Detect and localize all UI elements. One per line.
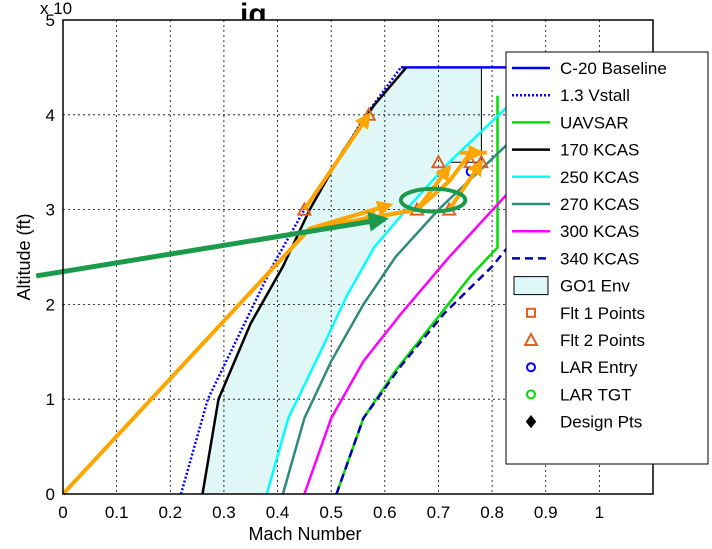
callout-arrow: [35, 211, 389, 279]
x-axis-title: Mach Number: [248, 524, 361, 544]
y-tick-label: 2: [46, 295, 55, 314]
flight-path-arrow: [302, 112, 371, 211]
legend: C-20 Baseline 1.3 Vstall UAVSAR 170 KCAS 250…: [505, 51, 709, 465]
highlight-ellipse: [398, 186, 468, 214]
legend-label-270-kcas: 270 KCAS: [560, 195, 639, 214]
y-tick-label: 4: [46, 106, 55, 125]
legend-label-lar-tgt: LAR TGT: [560, 385, 631, 404]
y-ticks: 0 1 2 3 4 5: [46, 11, 55, 504]
y-multiplier-label: x 10: [40, 0, 72, 18]
x-tick-label: 0.2: [158, 503, 182, 522]
legend-label-go1-env: GO1 Env: [560, 277, 630, 296]
legend-label-300-kcas: 300 KCAS: [560, 222, 639, 241]
legend-label-flt-1-points: Flt 1 Points: [560, 304, 645, 323]
y-tick-label: 0: [46, 485, 55, 504]
x-tick-label: 1: [595, 503, 604, 522]
flight-path-arrow: [309, 200, 394, 231]
x-tick-label: 0.4: [266, 503, 290, 522]
y-tick-label: 5: [46, 11, 55, 30]
legend-swatch-flt-2-points: [523, 331, 539, 346]
x-ticks: 0 0.1 0.2 0.3 0.4 0.5 0.6 0.7 0.8 0.9 1: [58, 503, 604, 522]
legend-label-c-20-baseline: C-20 Baseline: [560, 59, 667, 78]
series-300-kcas: [303, 180, 520, 495]
legend-label-uavsar: UAVSAR: [560, 113, 629, 132]
y-axis-title: Altitude (ft): [14, 213, 34, 300]
x-tick-label: 0.1: [105, 503, 129, 522]
series-340-kcas: [335, 232, 520, 495]
x-tick-label: 0: [58, 503, 67, 522]
legend-label-design-pts: Design Pts: [560, 413, 642, 432]
annotation-layer: [35, 112, 487, 496]
legend-swatch-lar-tgt: [526, 389, 536, 400]
x-tick-label: 0.6: [373, 503, 397, 522]
x-tick-label: 0.3: [212, 503, 236, 522]
legend-label-340-kcas: 340 KCAS: [560, 249, 639, 268]
x-tick-label: 0.7: [427, 503, 451, 522]
marker-flt-2-points: [296, 201, 313, 216]
legend-label-lar-entry: LAR Entry: [560, 358, 638, 377]
legend-swatch-design-pts: [525, 414, 537, 429]
flight-path-arrow: [447, 159, 484, 211]
x-tick-label: 0.8: [480, 503, 504, 522]
legend-label-170-kcas: 170 KCAS: [560, 141, 639, 160]
legend-label-1-3-vstall: 1.3 Vstall: [560, 86, 630, 105]
y-tick-label: 1: [46, 390, 55, 409]
x-tick-label: 0.9: [534, 503, 558, 522]
legend-label-250-kcas: 250 KCAS: [560, 168, 639, 187]
legend-swatch-lar-entry: [526, 362, 536, 373]
x-tick-label: 0.5: [319, 503, 343, 522]
y-tick-label: 3: [46, 201, 55, 220]
legend-swatch-flt-1-points: [526, 307, 536, 318]
legend-swatch-go1-env: [513, 276, 549, 296]
legend-label-flt-2-points: Flt 2 Points: [560, 331, 645, 350]
